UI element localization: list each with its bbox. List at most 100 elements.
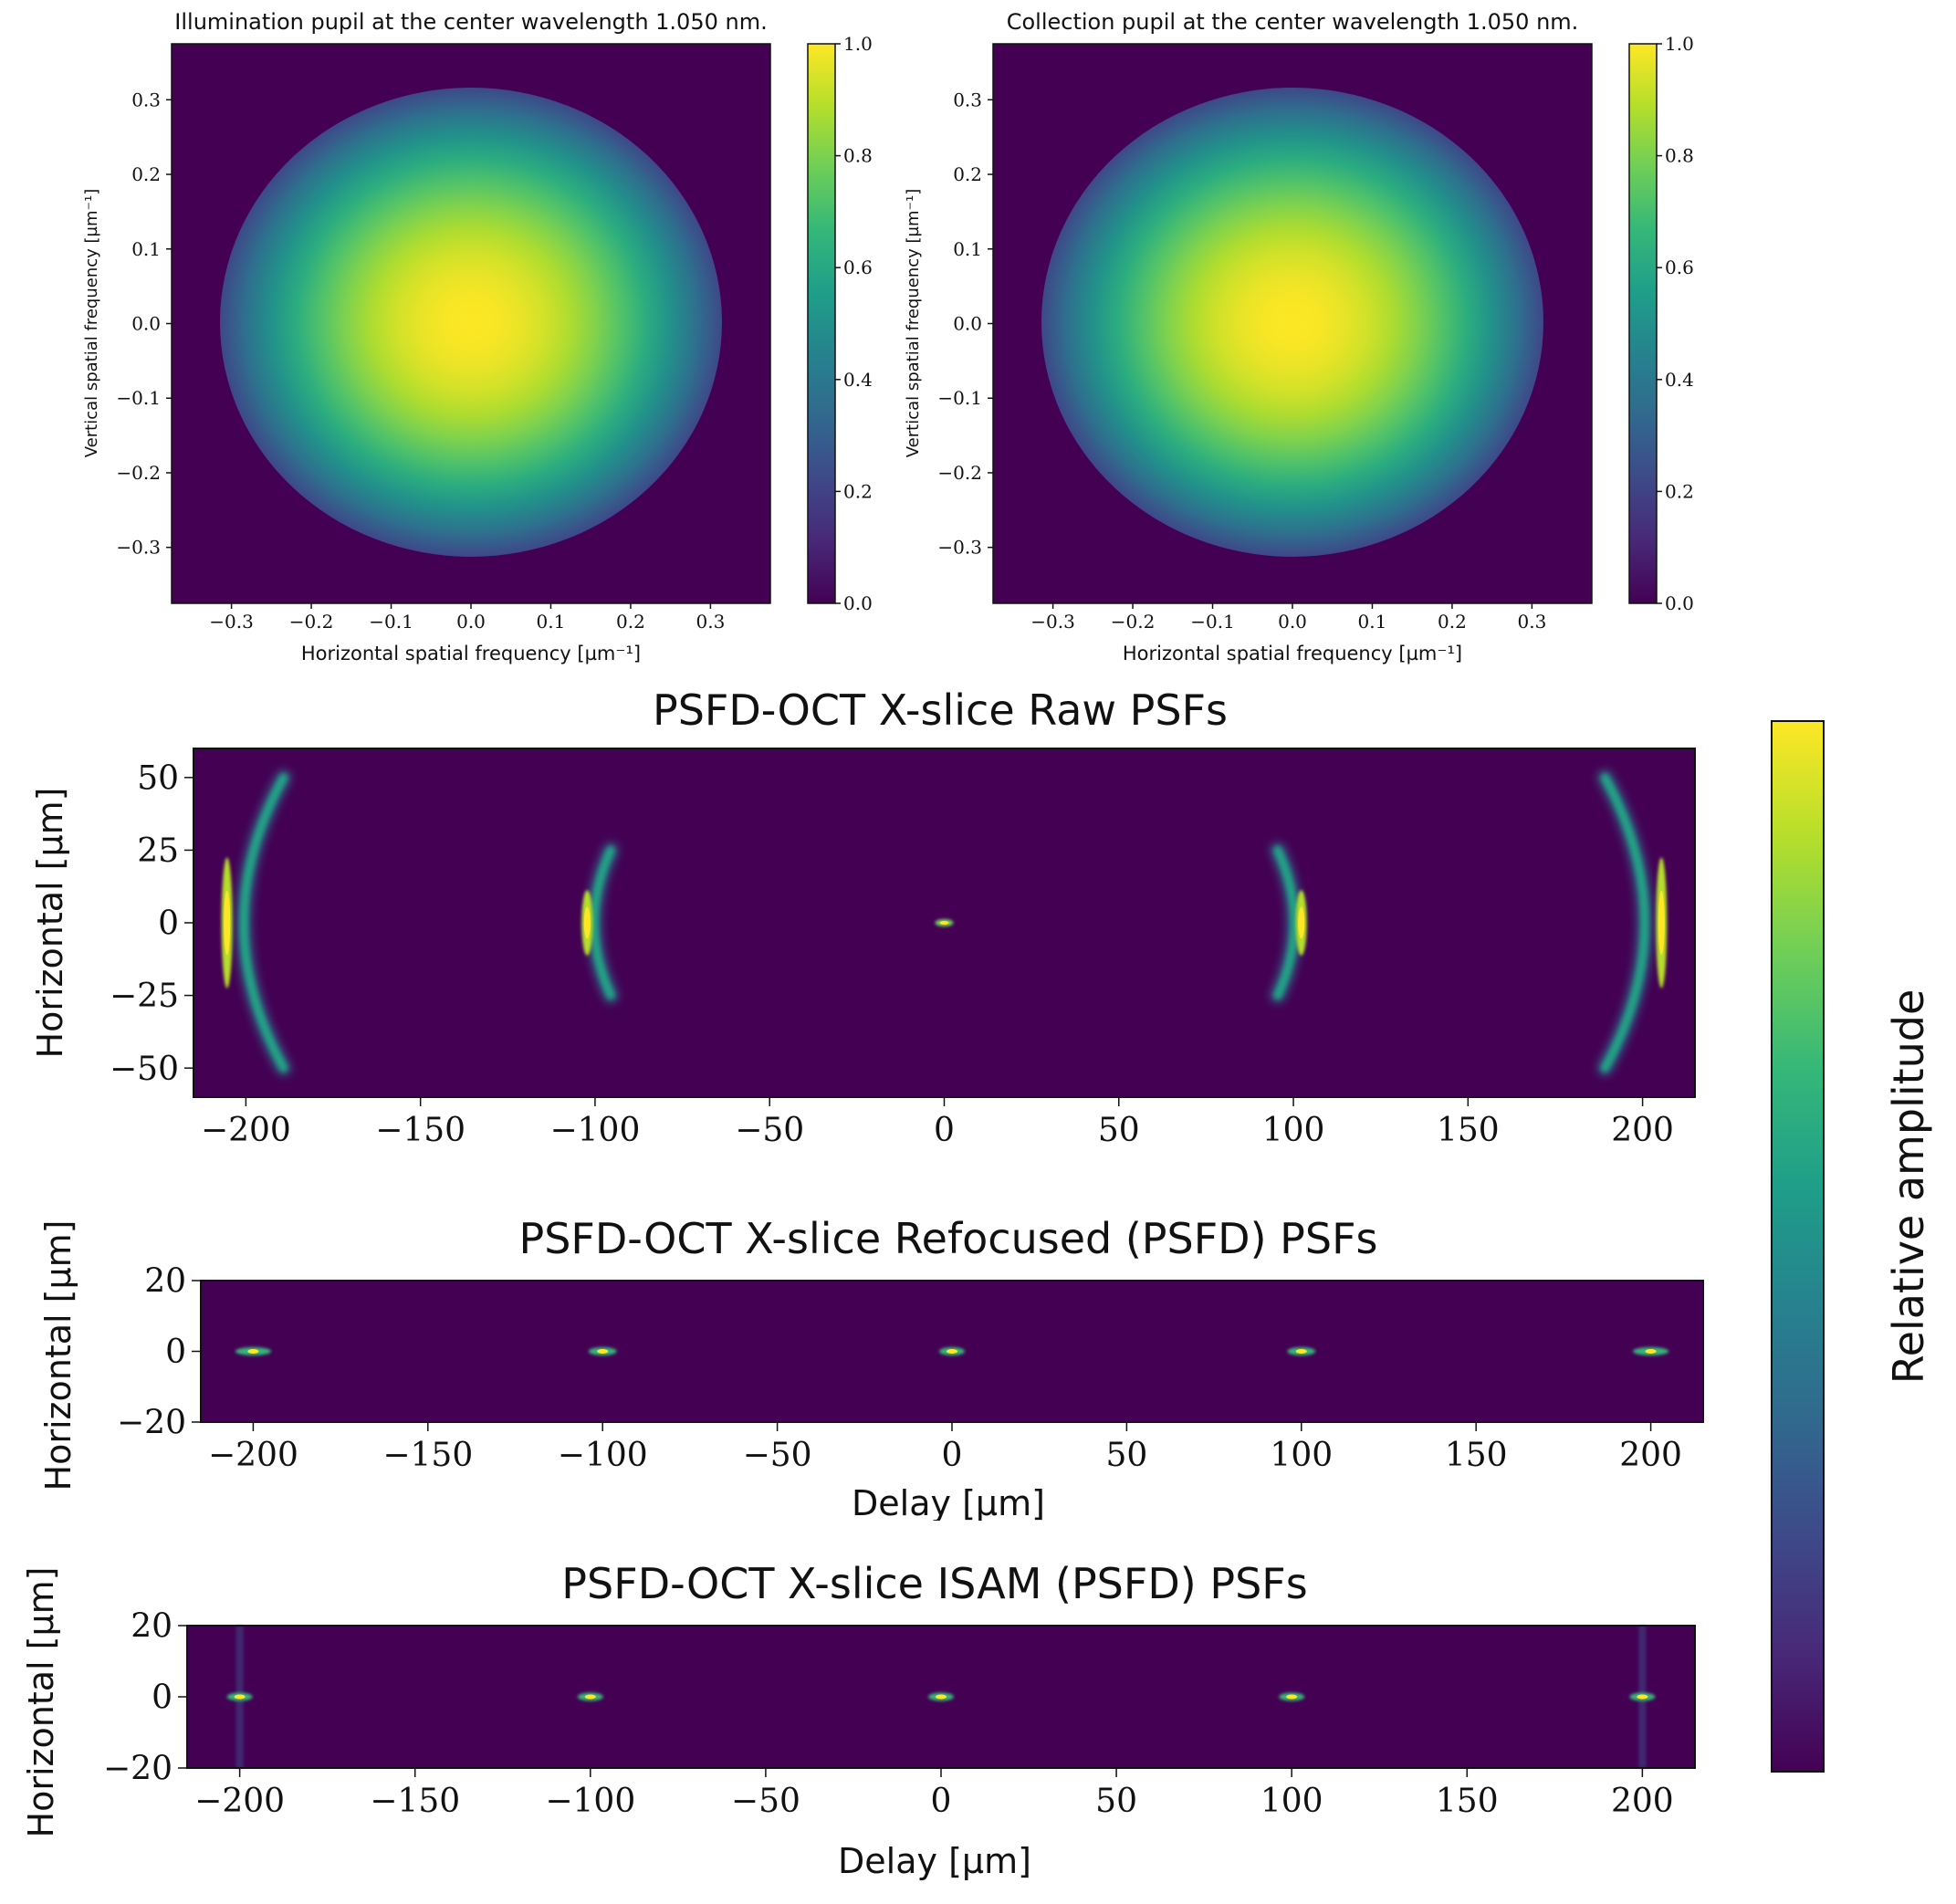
raw-psf-peak [224,890,231,956]
shared-colorbar-gradient [1771,720,1825,1773]
raw-psf-arc [1601,773,1648,1072]
illumination-pupil-disk [220,88,722,557]
illumination-y-tick-label: −0.2 [116,462,161,484]
raw-y-ticks: 50 25 0 −25 −50 [110,759,194,1088]
collection-x-tick-label: −0.1 [1190,611,1235,633]
illumination-x-tick-label: 0.3 [696,611,725,633]
illumination-colorbar [807,43,836,604]
refocused-y-tick-label: 0 [165,1334,186,1371]
refocused-y-ticks: 20 0 −20 [117,1263,201,1442]
isam-y-axis-label: Horizontal [µm] [21,1567,61,1838]
refocused-y-tick-label: −20 [117,1405,186,1442]
collection-y-tick-label: −0.2 [937,462,982,484]
raw-psfs-title: PSFD-OCT X-slice Raw PSFs [653,685,1228,735]
raw-y-tick-label: −50 [110,1051,179,1088]
collection-y-tick-label: 0.3 [953,89,982,110]
refocused-x-tick-label: 100 [1270,1437,1333,1474]
illumination-pupil-panel: Illumination pupil at the center wavelen… [82,9,873,664]
refocused-x-tick-label: 150 [1445,1437,1508,1474]
illumination-y-tick-label: −0.3 [116,537,161,559]
collection-y-tick-label: −0.3 [937,537,982,559]
raw-psf-peak [583,906,591,939]
illumination-y-tick-label: 0.2 [131,163,161,185]
raw-x-tick-label: −100 [549,1112,640,1149]
illumination-x-tick-label: −0.1 [369,611,413,633]
collection-colorbar [1628,43,1658,604]
collection-y-axis-label: Vertical spatial frequency [µm⁻¹] [904,189,923,458]
collection-x-ticks: −0.3 −0.2 −0.1 0.0 0.1 0.2 0.3 [1030,603,1546,633]
raw-y-tick-label: 25 [137,832,179,870]
isam-x-tick-label: 150 [1436,1783,1499,1820]
collection-colorbar-tick-label: 0.4 [1665,369,1694,391]
isam-x-ticks: −200 −150 −100 −50 0 50 100 150 200 [194,1768,1674,1820]
illumination-colorbar-tick-label: 0.4 [843,369,873,391]
isam-x-tick-label: 0 [931,1783,952,1820]
raw-x-tick-label: 150 [1437,1112,1500,1149]
isam-psf-core [234,1694,246,1700]
shared-colorbar-label: Relative amplitude [1884,989,1933,1385]
raw-psf-marks [221,769,1668,1076]
isam-psf-core [1637,1694,1648,1700]
collection-x-tick-label: 0.0 [1278,611,1307,633]
illumination-y-tick-label: 0.0 [131,313,161,335]
refocused-psfs-title: PSFD-OCT X-slice Refocused (PSFD) PSFs [518,1214,1377,1263]
refocused-psf-core [1295,1349,1307,1354]
raw-x-tick-label: −150 [375,1112,465,1149]
collection-y-tick-label: −0.1 [937,387,982,409]
refocused-x-tick-label: −50 [743,1437,812,1474]
illumination-x-tick-label: 0.1 [537,611,566,633]
illumination-x-tick-label: −0.3 [209,611,254,633]
refocused-psfs-panel: PSFD-OCT X-slice Refocused (PSFD) PSFs −… [38,1214,1704,1521]
isam-x-tick-label: −100 [545,1783,635,1820]
isam-x-tick-label: −200 [194,1783,285,1820]
raw-x-tick-label: 50 [1098,1112,1140,1149]
isam-x-tick-label: 200 [1611,1783,1674,1820]
isam-y-tick-label: 20 [131,1608,173,1646]
refocused-y-tick-label: 20 [144,1263,186,1301]
illumination-y-ticks: 0.3 0.2 0.1 0.0 −0.1 −0.2 −0.3 [116,89,172,559]
refocused-x-tick-label: 200 [1619,1437,1682,1474]
illumination-y-tick-label: 0.3 [131,89,161,110]
collection-colorbar-tick-label: 0.8 [1665,145,1694,167]
collection-colorbar-tick-label: 0.6 [1665,256,1694,278]
illumination-y-tick-label: 0.1 [131,238,161,260]
raw-x-tick-label: −200 [201,1112,291,1149]
raw-x-tick-label: 200 [1611,1112,1674,1149]
isam-psf-marks [226,1626,1656,1768]
collection-pupil-panel: Collection pupil at the center wavelengt… [904,9,1694,664]
illumination-x-tick-label: −0.2 [289,611,334,633]
refocused-psf-core [947,1349,957,1354]
collection-colorbar-tick-label: 0.0 [1665,592,1694,614]
illumination-colorbar-tick-label: 0.8 [843,145,873,167]
refocused-psf-core [1645,1349,1657,1354]
illumination-colorbar-ticks: 1.0 0.8 0.6 0.4 0.2 0.0 [835,33,873,614]
illumination-x-axis-label: Horizontal spatial frequency [µm⁻¹] [301,643,641,664]
isam-psf-core [936,1694,947,1700]
isam-psf-core [584,1694,596,1700]
collection-y-ticks: 0.3 0.2 0.1 0.0 −0.1 −0.2 −0.3 [937,89,993,559]
isam-y-tick-label: −20 [103,1751,173,1788]
refocused-x-tick-label: −150 [382,1437,473,1474]
collection-x-tick-label: 0.2 [1438,611,1467,633]
raw-y-tick-label: −25 [110,978,179,1015]
refocused-psf-core [597,1349,609,1354]
illumination-x-tick-label: 0.0 [456,611,486,633]
isam-x-axis-label: Delay [µm] [838,1841,1031,1881]
collection-x-axis-label: Horizontal spatial frequency [µm⁻¹] [1123,643,1462,664]
refocused-psf-marks [235,1347,1669,1355]
refocused-x-tick-label: 50 [1105,1437,1147,1474]
isam-psfs-title: PSFD-OCT X-slice ISAM (PSFD) PSFs [561,1559,1307,1608]
collection-y-tick-label: 0.1 [953,238,982,260]
raw-y-axis-label: Horizontal [µm] [30,788,70,1059]
raw-x-tick-label: 100 [1262,1112,1325,1149]
collection-pupil-disk [1041,88,1543,557]
raw-psf-peak [1658,890,1665,956]
raw-x-tick-label: −50 [735,1112,804,1149]
collection-x-tick-label: 0.1 [1358,611,1387,633]
collection-x-tick-label: −0.3 [1030,611,1075,633]
isam-psf-core [1286,1694,1298,1700]
illumination-y-tick-label: −0.1 [116,387,161,409]
refocused-y-axis-label: Horizontal [µm] [38,1220,78,1491]
isam-psfs-panel: PSFD-OCT X-slice ISAM (PSFD) PSFs −200 −1… [21,1559,1696,1881]
